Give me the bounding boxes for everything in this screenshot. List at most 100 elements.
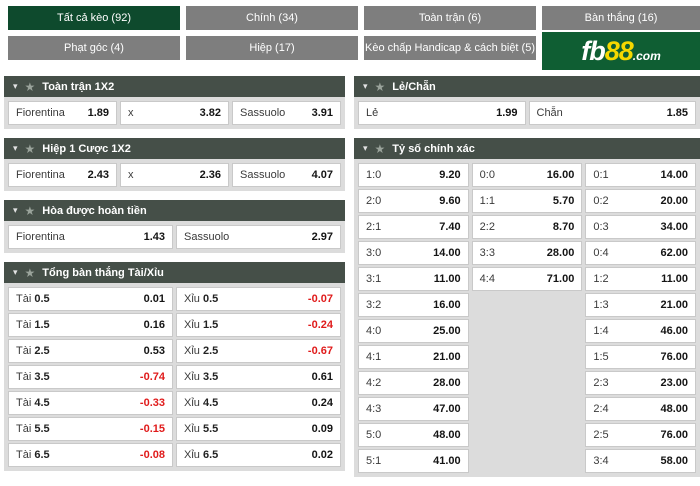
odds-cell-under[interactable]: Xỉu 4.5 0.24: [176, 391, 341, 415]
tab-fulltime[interactable]: Toàn trận (6): [364, 6, 536, 30]
odds-cell-score[interactable]: 4:4 71.00: [471, 267, 583, 291]
selection-label: Chẵn: [536, 107, 563, 119]
odds-cell-draw[interactable]: x 2.36: [120, 163, 229, 187]
score-label: 0:2: [593, 195, 609, 207]
odds-value: -0.74: [139, 371, 165, 383]
fb88-logo[interactable]: fb 88 .com: [542, 32, 700, 70]
odds-cell-score[interactable]: 5:0 48.00: [358, 423, 469, 447]
section-title: Hiệp 1 Cược 1X2: [42, 142, 131, 155]
odds-value: 1.99: [496, 107, 518, 119]
tab-all-odds[interactable]: Tất cả kèo (92): [8, 6, 180, 30]
favorite-star-icon[interactable]: ★: [374, 79, 386, 94]
tab-main[interactable]: Chính (34): [186, 6, 358, 30]
odds-cell-score[interactable]: 4:1 21.00: [358, 345, 469, 369]
favorite-star-icon[interactable]: ★: [24, 79, 36, 94]
odds-value: 0.24: [311, 397, 333, 409]
odds-cell-away[interactable]: Sassuolo 4.07: [232, 163, 341, 187]
odds-cell-under[interactable]: Xỉu 3.5 0.61: [176, 365, 341, 389]
odds-cell-away[interactable]: Sassuolo 3.91: [232, 101, 341, 125]
odds-cell-over[interactable]: Tài 1.5 0.16: [8, 313, 173, 337]
odds-cell-score[interactable]: 0:3 34.00: [585, 215, 696, 239]
odds-cell-score[interactable]: 0:2 20.00: [585, 189, 696, 213]
score-label: 4:1: [366, 351, 382, 363]
odds-cell-score[interactable]: 2:2 8.70: [471, 215, 583, 239]
section-header-total-goals[interactable]: ▾ ★ Tổng bàn thắng Tài/Xỉu: [4, 262, 345, 283]
odds-cell-away[interactable]: Sassuolo 2.97: [176, 225, 341, 249]
section-header-odd-even[interactable]: ▾ ★ Lẻ/Chẵn: [354, 76, 700, 97]
odds-value: 2.43: [87, 169, 109, 181]
score-row: 1:0 9.20 0:0 16.00 0:1 14.00: [358, 163, 696, 187]
odds-cell-over[interactable]: Tài 4.5 -0.33: [8, 391, 173, 415]
odds-cell-score[interactable]: 1:1 5.70: [471, 189, 583, 213]
favorite-star-icon[interactable]: ★: [374, 141, 386, 156]
selection-label: Tài 0.5: [16, 293, 50, 305]
tab-halves[interactable]: Hiệp (17): [186, 36, 358, 60]
score-label: 1:2: [593, 273, 609, 285]
favorite-star-icon[interactable]: ★: [24, 265, 36, 280]
logo-text-fb: fb: [581, 36, 606, 66]
odds-cell-score[interactable]: 3:0 14.00: [358, 241, 469, 265]
odds-cell-score[interactable]: 2:5 76.00: [585, 423, 696, 447]
odds-cell-under[interactable]: Xỉu 1.5 -0.24: [176, 313, 341, 337]
over-under-row: Tài 6.5 -0.08 Xỉu 6.5 0.02: [8, 443, 341, 467]
odds-value: 21.00: [433, 351, 461, 363]
selection-label: x: [128, 169, 134, 181]
odds-cell-home[interactable]: Fiorentina 2.43: [8, 163, 117, 187]
odds-cell-score[interactable]: 4:2 28.00: [358, 371, 469, 395]
section-header-draw-refund[interactable]: ▾ ★ Hòa được hoàn tiền: [4, 200, 345, 221]
odds-cell-score[interactable]: 2:3 23.00: [585, 371, 696, 395]
odds-cell-score[interactable]: 0:4 62.00: [585, 241, 696, 265]
odds-value: -0.67: [307, 345, 333, 357]
odds-cell-under[interactable]: Xỉu 6.5 0.02: [176, 443, 341, 467]
odds-cell-score[interactable]: 3:2 16.00: [358, 293, 469, 317]
odds-cell-under[interactable]: Xỉu 0.5 -0.07: [176, 287, 341, 311]
odds-cell-under[interactable]: Xỉu 2.5 -0.67: [176, 339, 341, 363]
odds-cell-score[interactable]: 1:3 21.00: [585, 293, 696, 317]
odds-cell-over[interactable]: Tài 5.5 -0.15: [8, 417, 173, 441]
over-under-row: Tài 2.5 0.53 Xỉu 2.5 -0.67: [8, 339, 341, 363]
odds-value: 48.00: [433, 429, 461, 441]
tab-handicap[interactable]: Kèo chấp Handicap & cách biệt (5): [364, 36, 536, 60]
odds-cell-odd[interactable]: Lẻ 1.99: [358, 101, 526, 125]
tab-corners[interactable]: Phạt góc (4): [8, 36, 180, 60]
favorite-star-icon[interactable]: ★: [24, 203, 36, 218]
section-title: Tổng bàn thắng Tài/Xỉu: [42, 266, 164, 279]
odds-cell-score[interactable]: 2:4 48.00: [585, 397, 696, 421]
odds-cell-score[interactable]: 2:0 9.60: [358, 189, 469, 213]
odds-cell-score[interactable]: 1:4 46.00: [585, 319, 696, 343]
selection-label: Sassuolo: [240, 107, 286, 119]
odds-cell-score[interactable]: 4:3 47.00: [358, 397, 469, 421]
odds-cell-draw[interactable]: x 3.82: [120, 101, 229, 125]
over-under-row: Tài 4.5 -0.33 Xỉu 4.5 0.24: [8, 391, 341, 415]
odds-cell-score[interactable]: 3:4 58.00: [585, 449, 696, 473]
odds-cell-score[interactable]: 0:0 16.00: [471, 163, 583, 187]
section-draw-refund: ▾ ★ Hòa được hoàn tiền Fiorentina 1.43 S…: [4, 200, 345, 253]
odds-cell-score[interactable]: 1:2 11.00: [585, 267, 696, 291]
tab-goals[interactable]: Bàn thắng (16): [542, 6, 700, 30]
odds-cell-score[interactable]: 1:0 9.20: [358, 163, 469, 187]
odds-cell-home[interactable]: Fiorentina 1.89: [8, 101, 117, 125]
score-row: 4:2 28.00 2:3 23.00: [358, 371, 696, 395]
favorite-star-icon[interactable]: ★: [24, 141, 36, 156]
section-header-correct-score[interactable]: ▾ ★ Tỷ số chính xác: [354, 138, 700, 159]
section-header-half1-1x2[interactable]: ▾ ★ Hiệp 1 Cược 1X2: [4, 138, 345, 159]
odds-cell-score[interactable]: 5:1 41.00: [358, 449, 469, 473]
odds-value: 8.70: [552, 221, 575, 233]
section-half1-1x2: ▾ ★ Hiệp 1 Cược 1X2 Fiorentina 2.43 x 2.…: [4, 138, 345, 191]
odds-cell-home[interactable]: Fiorentina 1.43: [8, 225, 173, 249]
odds-cell-over[interactable]: Tài 3.5 -0.74: [8, 365, 173, 389]
odds-cell-over[interactable]: Tài 6.5 -0.08: [8, 443, 173, 467]
collapse-caret-icon: ▾: [363, 81, 368, 91]
odds-cell-under[interactable]: Xỉu 5.5 0.09: [176, 417, 341, 441]
score-label: 1:0: [366, 169, 382, 181]
odds-cell-over[interactable]: Tài 2.5 0.53: [8, 339, 173, 363]
section-header-fulltime-1x2[interactable]: ▾ ★ Toàn trận 1X2: [4, 76, 345, 97]
odds-cell-even[interactable]: Chẵn 1.85: [528, 101, 696, 125]
odds-cell-score[interactable]: 1:5 76.00: [585, 345, 696, 369]
odds-cell-score[interactable]: 3:3 28.00: [471, 241, 583, 265]
odds-cell-score[interactable]: 4:0 25.00: [358, 319, 469, 343]
odds-cell-score[interactable]: 0:1 14.00: [585, 163, 696, 187]
odds-cell-over[interactable]: Tài 0.5 0.01: [8, 287, 173, 311]
odds-cell-score[interactable]: 2:1 7.40: [358, 215, 469, 239]
odds-cell-score[interactable]: 3:1 11.00: [358, 267, 469, 291]
